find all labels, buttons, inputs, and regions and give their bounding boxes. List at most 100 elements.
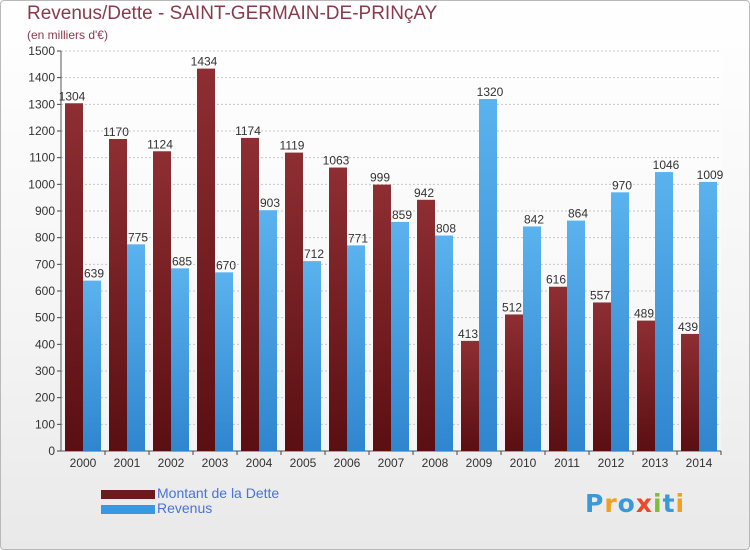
x-tick-label: 2013 bbox=[642, 456, 669, 470]
bar-dette bbox=[373, 184, 391, 451]
data-label: 859 bbox=[392, 208, 412, 222]
bar-dette bbox=[549, 286, 567, 451]
bar-dette bbox=[593, 302, 611, 451]
y-tick-label: 200 bbox=[35, 391, 55, 405]
bar-dette bbox=[109, 139, 127, 451]
bar-dette bbox=[417, 199, 435, 451]
bar-dette bbox=[197, 68, 215, 451]
bar-revenus bbox=[435, 235, 453, 451]
bar-dette bbox=[285, 152, 303, 451]
logo-letter: t bbox=[662, 489, 676, 518]
x-tick-label: 2008 bbox=[422, 456, 449, 470]
x-tick-label: 2001 bbox=[114, 456, 141, 470]
data-label: 1063 bbox=[323, 154, 350, 168]
x-tick-label: 2009 bbox=[466, 456, 493, 470]
x-tick-label: 2005 bbox=[290, 456, 317, 470]
bar-revenus bbox=[699, 181, 717, 451]
legend-label-revenus: Revenus bbox=[157, 500, 213, 516]
logo-letter: i bbox=[653, 489, 663, 518]
data-label: 1046 bbox=[653, 158, 680, 172]
legend-swatch-revenus bbox=[101, 505, 155, 514]
data-label: 1119 bbox=[280, 139, 305, 153]
bar-revenus bbox=[171, 268, 189, 451]
data-label: 903 bbox=[260, 196, 280, 210]
y-tick-label: 300 bbox=[35, 364, 55, 378]
bar-revenus bbox=[611, 192, 629, 452]
data-label: 1174 bbox=[235, 124, 261, 138]
legend-swatch-dette bbox=[101, 490, 155, 499]
data-label: 489 bbox=[634, 307, 654, 321]
data-label: 1009 bbox=[697, 168, 724, 182]
data-label: 1124 bbox=[147, 137, 173, 151]
x-tick-label: 2002 bbox=[158, 456, 185, 470]
x-tick-label: 2004 bbox=[246, 456, 273, 470]
x-tick-label: 2012 bbox=[598, 456, 625, 470]
y-tick-label: 1200 bbox=[28, 124, 55, 138]
x-tick-label: 2003 bbox=[202, 456, 229, 470]
bar-dette bbox=[329, 167, 347, 452]
y-tick-label: 1500 bbox=[28, 44, 55, 58]
bar-revenus bbox=[655, 172, 673, 452]
bar-revenus bbox=[391, 221, 409, 451]
bar-dette bbox=[65, 103, 83, 452]
logo-letter: P bbox=[585, 489, 605, 518]
bar-dette bbox=[153, 151, 171, 451]
data-label: 942 bbox=[414, 186, 434, 200]
x-tick-label: 2010 bbox=[510, 456, 537, 470]
y-tick-label: 400 bbox=[35, 337, 55, 351]
data-label: 771 bbox=[348, 231, 368, 245]
bar-revenus bbox=[259, 210, 277, 451]
bar-revenus bbox=[127, 244, 145, 451]
data-label: 616 bbox=[546, 273, 566, 287]
y-tick-label: 600 bbox=[35, 284, 55, 298]
bar-dette bbox=[681, 333, 699, 451]
data-label: 999 bbox=[370, 171, 390, 185]
bar-revenus bbox=[83, 280, 101, 451]
data-label: 864 bbox=[568, 207, 588, 221]
data-label: 639 bbox=[84, 267, 104, 281]
x-tick-label: 2014 bbox=[686, 456, 713, 470]
y-tick-label: 1400 bbox=[28, 71, 55, 85]
y-tick-label: 900 bbox=[35, 204, 55, 218]
bar-dette bbox=[461, 340, 479, 451]
data-label: 413 bbox=[458, 327, 478, 341]
chart-title: Revenus/Dette - SAINT-GERMAIN-DE-PRINçAY bbox=[27, 3, 438, 24]
data-label: 439 bbox=[678, 320, 698, 334]
bar-revenus bbox=[303, 261, 321, 451]
x-tick-label: 2011 bbox=[554, 456, 580, 470]
bar-revenus bbox=[479, 99, 497, 451]
legend-label-dette: Montant de la Dette bbox=[157, 485, 280, 501]
data-label: 970 bbox=[612, 178, 632, 192]
bar-dette bbox=[505, 314, 523, 451]
data-label: 1304 bbox=[59, 89, 86, 103]
data-label: 1320 bbox=[477, 85, 504, 99]
data-label: 512 bbox=[502, 300, 522, 314]
proxiti-logo: Proxiti bbox=[585, 489, 685, 518]
logo-letter: x bbox=[635, 489, 653, 518]
logo-letter: o bbox=[617, 489, 636, 518]
y-tick-label: 1100 bbox=[29, 151, 55, 165]
data-label: 808 bbox=[436, 222, 456, 236]
chart-subtitle: (en milliers d'€) bbox=[27, 28, 108, 42]
data-label: 685 bbox=[172, 254, 192, 268]
y-tick-label: 100 bbox=[35, 417, 55, 431]
logo-letter: i bbox=[675, 489, 686, 518]
y-tick-label: 1000 bbox=[28, 177, 55, 191]
bar-dette bbox=[241, 137, 259, 451]
data-label: 712 bbox=[304, 247, 324, 261]
data-label: 557 bbox=[590, 288, 610, 302]
x-tick-label: 2000 bbox=[70, 456, 97, 470]
y-tick-label: 800 bbox=[35, 231, 55, 245]
y-tick-label: 700 bbox=[35, 257, 55, 271]
data-label: 842 bbox=[524, 212, 544, 226]
y-tick-label: 500 bbox=[35, 311, 55, 325]
bar-dette bbox=[637, 320, 655, 451]
data-label: 1434 bbox=[191, 55, 218, 69]
bar-revenus bbox=[215, 272, 233, 451]
data-label: 670 bbox=[216, 258, 236, 272]
data-label: 1170 bbox=[103, 125, 129, 139]
y-tick-label: 1300 bbox=[28, 97, 55, 111]
x-tick-label: 2006 bbox=[334, 456, 361, 470]
y-tick-label: 0 bbox=[48, 444, 55, 458]
